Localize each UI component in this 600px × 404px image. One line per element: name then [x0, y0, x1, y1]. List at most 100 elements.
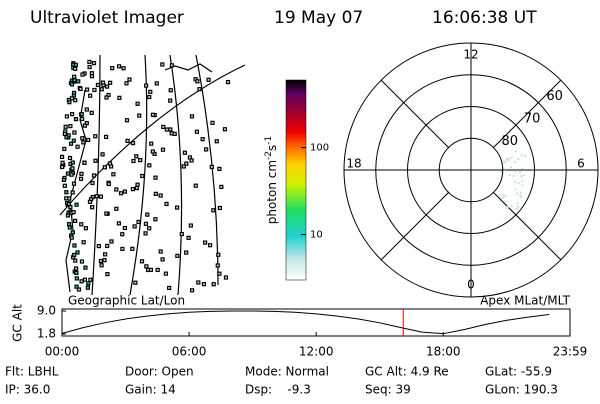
emission-pixel	[67, 225, 72, 230]
lat-label: 60	[546, 89, 563, 104]
time: 16:06:38 UT	[432, 8, 537, 28]
x-tick-label: 00:00	[45, 345, 80, 359]
emission-pixel	[109, 239, 114, 244]
emission-pixel	[91, 61, 97, 66]
emission-pixel	[88, 277, 93, 282]
emission-pixel	[167, 285, 172, 291]
emission-pixel	[509, 166, 512, 169]
emission-pixel	[182, 150, 187, 155]
emission-pixel	[84, 107, 89, 112]
emission-pixel	[60, 164, 65, 170]
emission-pixel	[147, 94, 152, 100]
emission-pixel	[105, 243, 110, 249]
emission-pixel	[135, 101, 140, 106]
emission-pixel	[502, 193, 505, 196]
emission-pixel	[62, 131, 67, 137]
emission-pixel	[65, 171, 71, 176]
emission-pixel	[70, 112, 75, 117]
emission-pixel	[74, 276, 79, 281]
lat-label: 80	[501, 134, 518, 149]
emission-pixel	[516, 192, 519, 195]
emission-pixel	[161, 124, 166, 130]
emission-pixel	[104, 84, 110, 89]
lat-ring	[438, 137, 504, 203]
emission-pixel	[62, 146, 67, 152]
emission-pixel	[206, 77, 211, 82]
label-part: s	[265, 145, 279, 151]
emission-pixel	[175, 205, 180, 210]
emission-pixel	[158, 249, 163, 254]
emission-pixel	[82, 160, 87, 165]
emission-pixel	[96, 244, 101, 249]
emission-pixel	[160, 147, 166, 152]
emission-pixel	[91, 173, 97, 178]
colorbar	[285, 79, 307, 281]
emission-pixel	[130, 246, 135, 251]
lat-label: 70	[524, 112, 541, 127]
emission-pixel	[87, 199, 93, 204]
emission-pixel	[69, 172, 74, 177]
emission-pixel	[216, 252, 221, 257]
emission-pixel	[114, 206, 119, 211]
status-field: Mode: Normal	[245, 365, 329, 379]
emission-pixel	[105, 272, 110, 277]
emission-pixel	[510, 205, 513, 208]
status-field: Door: Open	[125, 365, 194, 379]
emission-pixel	[211, 208, 216, 213]
mlt-line	[380, 191, 450, 261]
emission-pixel	[516, 205, 519, 208]
emission-pixel	[510, 156, 513, 159]
emission-pixel	[66, 222, 72, 227]
emission-pixel	[514, 188, 517, 191]
emission-pixel	[76, 79, 81, 84]
date: 19 May 07	[274, 8, 363, 28]
y-tick-label: 9.0	[37, 304, 56, 318]
emission-pixel	[80, 116, 85, 122]
emission-pixel	[61, 177, 66, 182]
emission-pixel	[79, 279, 84, 284]
emission-pixel	[124, 81, 129, 86]
emission-pixel	[153, 175, 158, 180]
emission-pixel	[72, 74, 77, 79]
emission-pixel	[86, 137, 91, 143]
emission-pixel	[73, 66, 78, 71]
emission-pixel	[122, 189, 127, 194]
emission-pixel	[75, 144, 80, 149]
emission-pixel	[506, 205, 509, 208]
emission-pixel	[168, 127, 173, 132]
emission-pixel	[81, 140, 86, 145]
x-tick-label: 06:00	[172, 345, 207, 359]
emission-pixel	[104, 95, 109, 100]
emission-pixel	[66, 202, 72, 207]
emission-pixel	[90, 205, 95, 210]
emission-pixel	[67, 155, 73, 161]
emission-pixel	[71, 181, 77, 186]
emission-pixel	[147, 226, 152, 231]
emission-pixel	[64, 196, 69, 201]
meridian	[169, 55, 183, 295]
emission-pixel	[200, 137, 205, 142]
emission-pixel	[74, 270, 79, 275]
emission-pixel	[149, 141, 154, 146]
emission-pixel	[62, 183, 67, 188]
emission-pixel	[515, 208, 518, 211]
emission-pixel	[78, 176, 84, 181]
lat-ring	[375, 74, 567, 266]
emission-pixel	[110, 66, 115, 71]
emission-pixel	[519, 191, 522, 194]
emission-pixel	[519, 194, 522, 197]
emission-pixel	[64, 190, 69, 195]
emission-pixel	[100, 80, 106, 85]
emission-pixel	[222, 127, 228, 132]
emission-pixel	[86, 281, 91, 286]
emission-pixel	[153, 217, 158, 222]
emission-pixel	[138, 158, 143, 163]
emission-pixel	[160, 62, 165, 67]
emission-pixel	[88, 93, 93, 98]
emission-pixel	[73, 258, 78, 263]
emission-pixel	[524, 154, 527, 157]
emission-pixel	[70, 230, 75, 235]
emission-pixel	[521, 180, 524, 183]
image-panel	[59, 55, 246, 295]
emission-pixel	[117, 95, 122, 100]
